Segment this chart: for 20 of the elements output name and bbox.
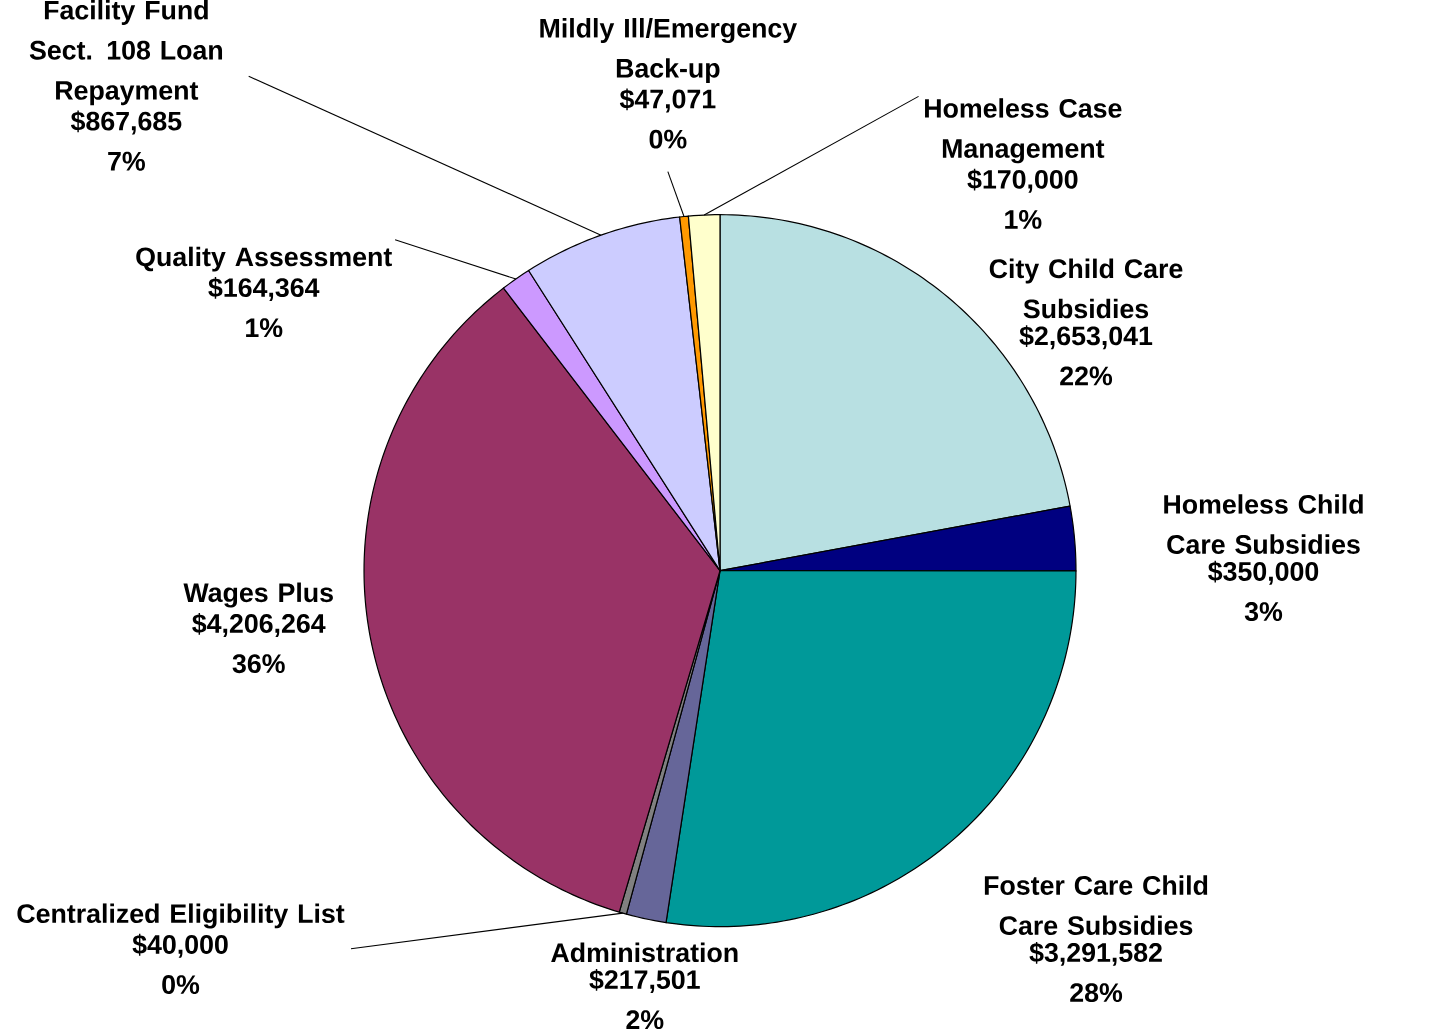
data-label: $2,653,041 22% — [1019, 325, 1153, 386]
slice-label: City Child Care Subsidies — [989, 258, 1183, 319]
data-label: $170,000 1% — [967, 168, 1078, 229]
data-label: $350,000 3% — [1208, 560, 1319, 621]
slice-label: Quality Assessment — [136, 246, 392, 272]
data-label: $40,000 0% — [132, 933, 228, 994]
slice-label: Mildly Ill/Emergency Back-up — [540, 17, 797, 83]
data-label: $47,071 0% — [619, 88, 716, 149]
data-label: $867,685 7% — [70, 110, 182, 171]
data-label: $217,501 2% — [589, 968, 700, 1029]
data-label: $164,364 1% — [208, 276, 320, 338]
data-label: $4,206,264 36% — [192, 612, 326, 674]
slice-label: Homeless Child Care Subsidies — [1164, 494, 1363, 554]
slice-label: Administration — [551, 942, 738, 963]
slice-label: Wages Plus — [183, 582, 333, 608]
slice-label: Homeless Case Management — [925, 98, 1122, 164]
slice-label: Facility Fund Sect. 108 Loan Repayment — [29, 0, 223, 106]
slice-label: Foster Care Child Care Subsidies — [984, 875, 1208, 935]
slice-label: Centralized Eligibility List — [17, 903, 345, 929]
data-label: $3,291,582 28% — [1029, 941, 1162, 1002]
